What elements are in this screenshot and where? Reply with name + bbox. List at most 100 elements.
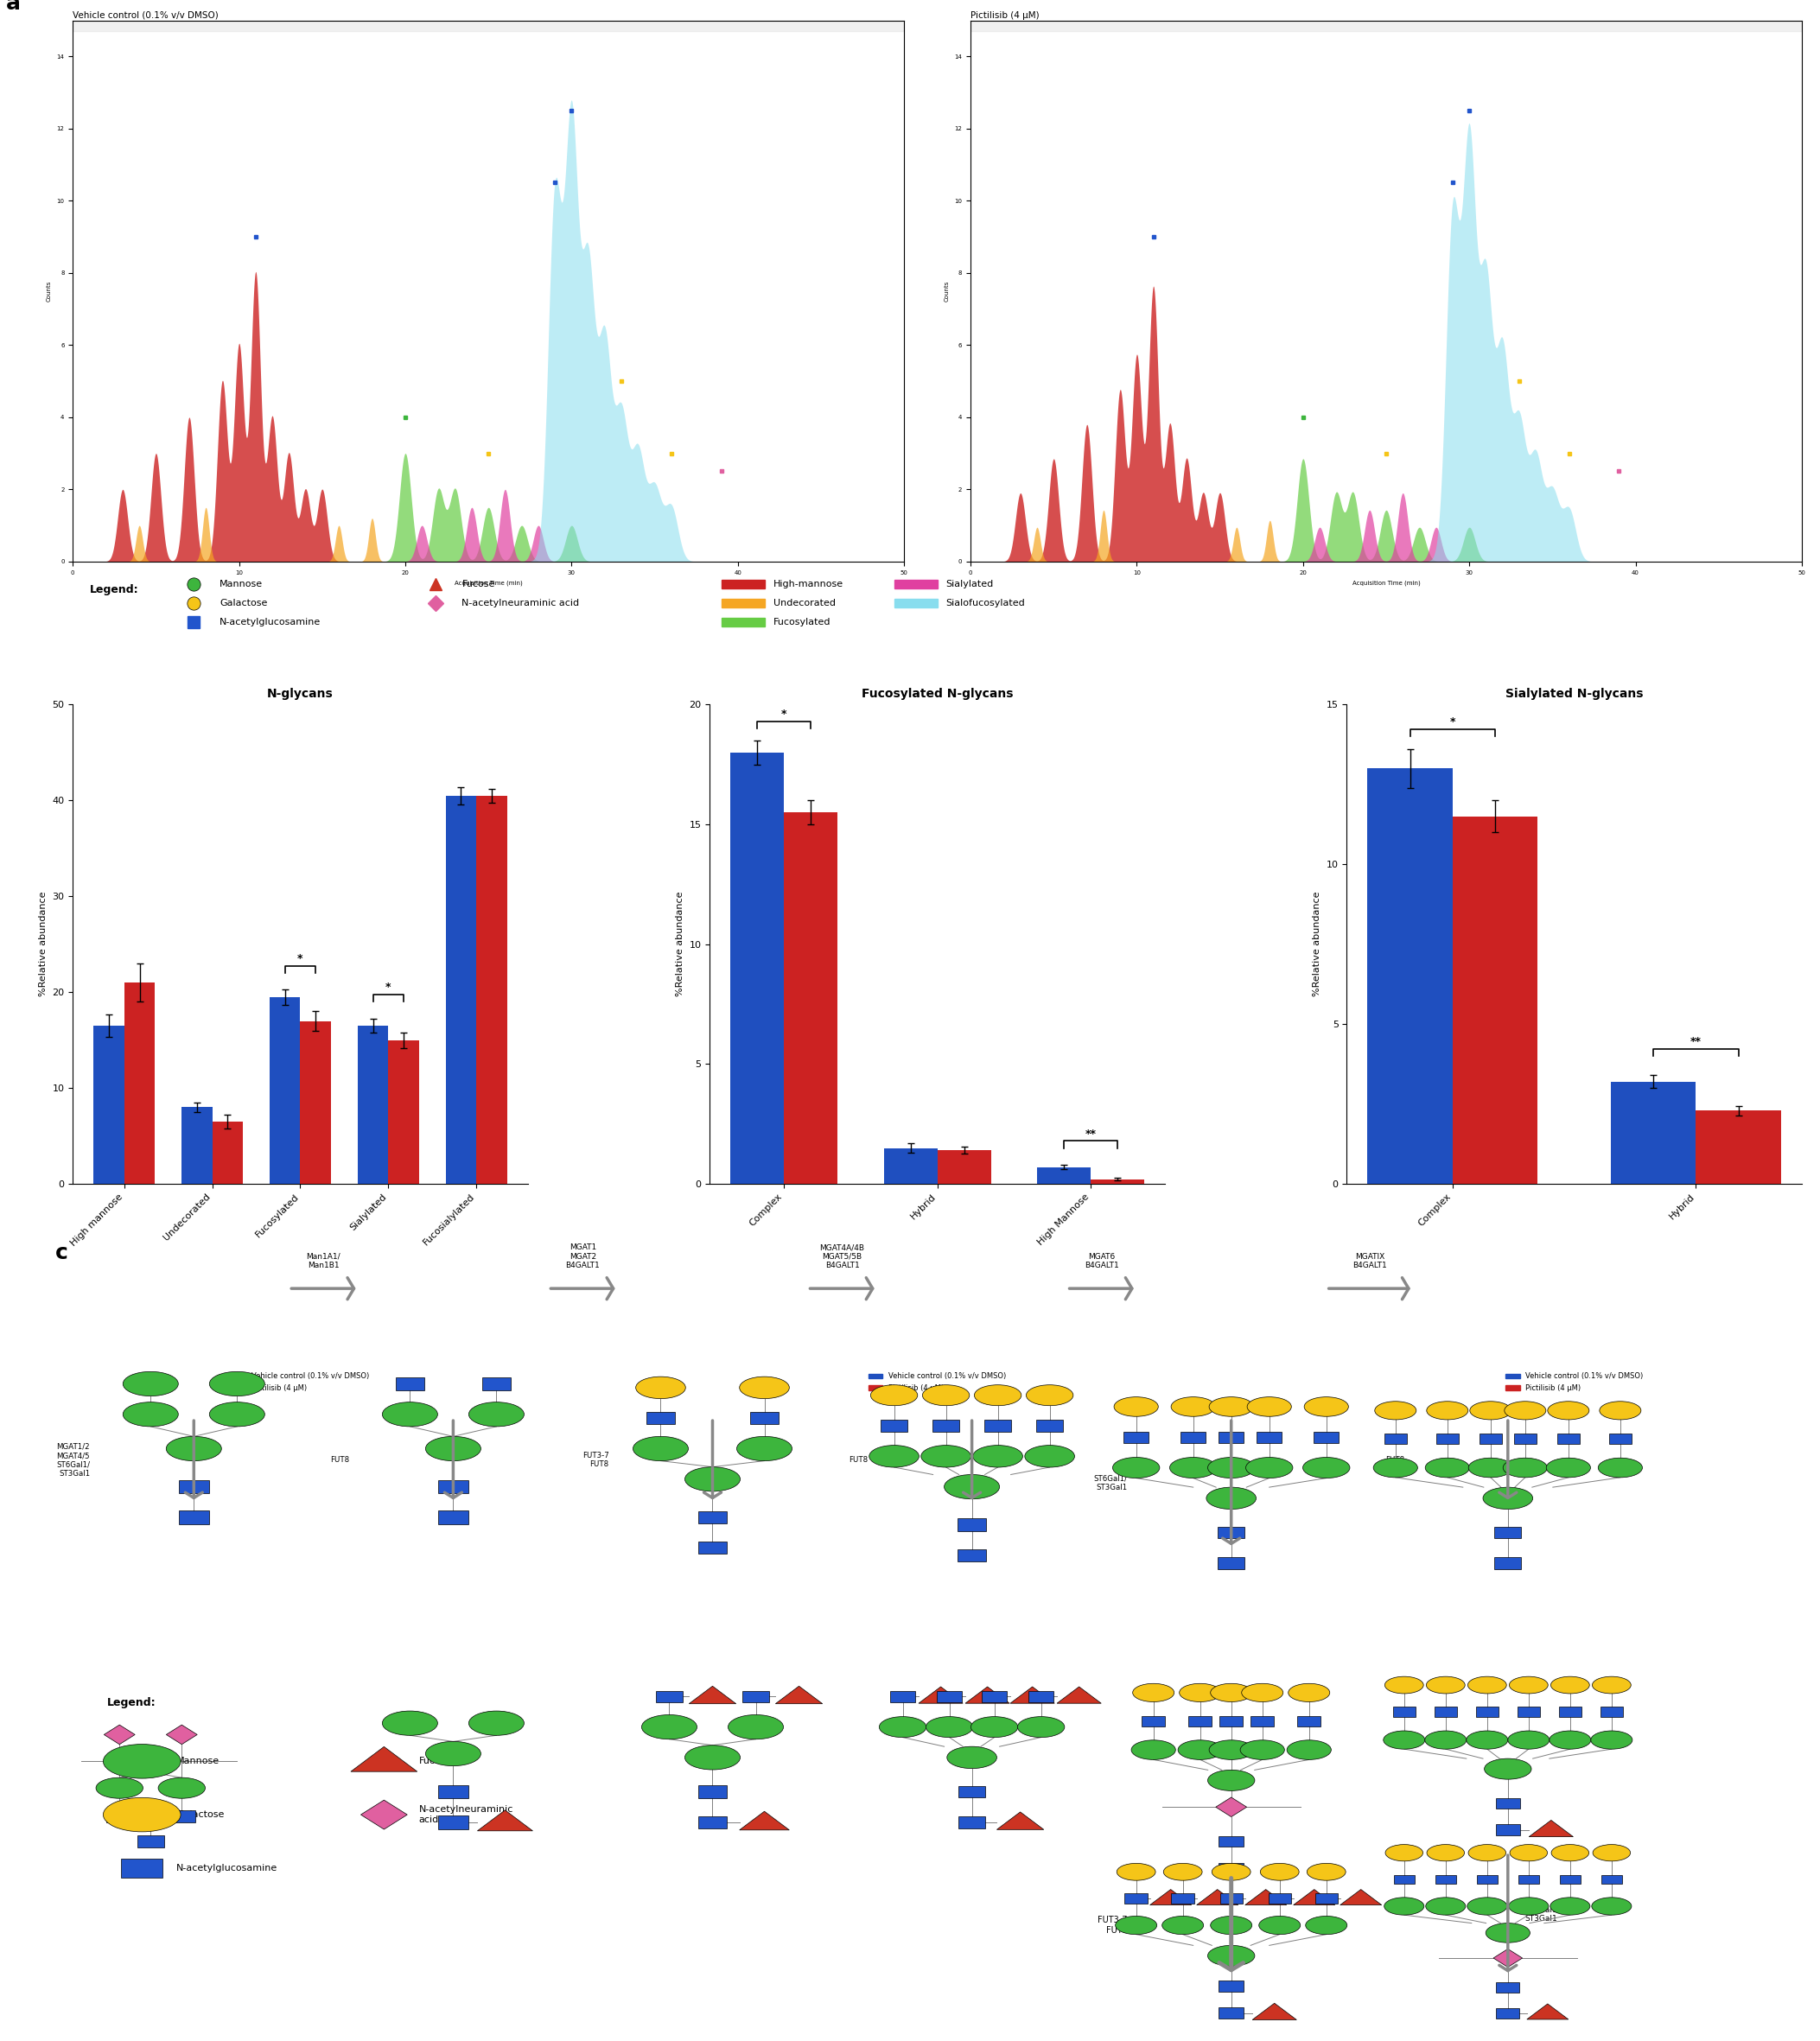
Text: FUT8: FUT8 (1385, 1455, 1405, 1463)
Circle shape (1425, 1731, 1467, 1749)
Bar (1696, 1110, 1782, 1184)
Circle shape (946, 1747, 997, 1768)
Circle shape (1427, 1402, 1469, 1421)
Circle shape (124, 1402, 178, 1427)
Circle shape (1025, 1445, 1074, 1467)
Bar (106, 1810, 133, 1823)
Bar (1298, 1716, 1321, 1727)
Circle shape (1303, 1457, 1350, 1478)
Circle shape (124, 1372, 178, 1396)
Bar (169, 1810, 195, 1823)
Bar (1367, 769, 1452, 1184)
Bar (182, 1106, 213, 1184)
Circle shape (1208, 1770, 1254, 1790)
Circle shape (1469, 1457, 1512, 1478)
Bar (178, 1510, 209, 1525)
Circle shape (1509, 1731, 1549, 1749)
Circle shape (1239, 1741, 1285, 1759)
Circle shape (209, 1402, 264, 1427)
Circle shape (126, 1751, 175, 1772)
Text: N-acetylneuraminic
acid: N-acetylneuraminic acid (419, 1806, 513, 1825)
Polygon shape (1216, 1798, 1247, 1816)
Bar (985, 1421, 1012, 1431)
Bar (395, 1378, 424, 1390)
Bar (1219, 1837, 1243, 1847)
Bar (388, 1041, 419, 1184)
Polygon shape (1494, 1949, 1522, 1968)
Circle shape (1179, 1684, 1221, 1702)
Bar (1518, 1706, 1540, 1716)
Legend: Vehicle control (0.1% v/v DMSO), Pictilisib (4 μM): Vehicle control (0.1% v/v DMSO), Pictili… (866, 1370, 1008, 1394)
Polygon shape (477, 1810, 533, 1831)
Circle shape (1467, 1731, 1507, 1749)
Circle shape (1170, 1457, 1218, 1478)
Circle shape (1425, 1898, 1465, 1914)
Bar (784, 812, 837, 1184)
Circle shape (470, 1402, 524, 1427)
Circle shape (1287, 1741, 1330, 1759)
Polygon shape (1252, 2002, 1296, 2021)
Circle shape (739, 1376, 790, 1398)
Circle shape (1210, 1684, 1252, 1702)
Text: Galactose: Galactose (177, 1810, 224, 1819)
Circle shape (1505, 1402, 1545, 1421)
Polygon shape (997, 1812, 1045, 1829)
Circle shape (974, 1445, 1023, 1467)
Text: MGAT4A/4B
MGAT5/5B
B4GALT1: MGAT4A/4B MGAT5/5B B4GALT1 (819, 1243, 864, 1270)
Circle shape (1551, 1676, 1589, 1694)
Circle shape (870, 1445, 919, 1467)
Bar (699, 1541, 726, 1553)
Bar (937, 1151, 990, 1184)
Polygon shape (1529, 1821, 1572, 1837)
Circle shape (970, 1716, 1017, 1737)
Polygon shape (1057, 1686, 1101, 1704)
Circle shape (1114, 1396, 1158, 1416)
Bar (1452, 816, 1538, 1184)
Bar (894, 580, 937, 588)
Bar (1494, 1557, 1522, 1570)
Bar (983, 1692, 1006, 1702)
Bar (1609, 1433, 1633, 1443)
Polygon shape (1245, 1890, 1287, 1904)
Circle shape (158, 1778, 206, 1798)
Bar (1560, 1706, 1582, 1716)
Bar (1172, 1894, 1194, 1904)
Text: N-acetylglucosamine: N-acetylglucosamine (220, 618, 320, 627)
Text: Sialylated: Sialylated (946, 580, 994, 588)
Circle shape (1241, 1684, 1283, 1702)
Circle shape (1245, 1457, 1292, 1478)
Text: MGAT1/2
MGAT4/5
ST6Gal1/
ST3Gal1: MGAT1/2 MGAT4/5 ST6Gal1/ ST3Gal1 (56, 1443, 91, 1478)
Circle shape (1509, 1676, 1549, 1694)
Bar (646, 1412, 675, 1425)
Bar (1090, 1180, 1145, 1184)
Polygon shape (1198, 1890, 1238, 1904)
Bar (439, 1480, 468, 1494)
Bar (93, 1027, 124, 1184)
Bar (699, 1510, 726, 1523)
Circle shape (1207, 1488, 1256, 1508)
Text: a: a (5, 0, 22, 14)
Text: *: * (1451, 716, 1456, 729)
Bar (1037, 1167, 1090, 1184)
Circle shape (104, 1798, 180, 1831)
Bar (1314, 1431, 1340, 1443)
Circle shape (1212, 1863, 1250, 1880)
Bar (1602, 1876, 1622, 1884)
Text: Man1A1/
Man1B1: Man1A1/ Man1B1 (306, 1253, 340, 1270)
Polygon shape (690, 1686, 735, 1704)
Text: Legend:: Legend: (107, 1696, 157, 1708)
Bar (1394, 1876, 1414, 1884)
Bar (1250, 1716, 1274, 1727)
Text: ST6Gal1/
ST3Gal1: ST6Gal1/ ST3Gal1 (1094, 1474, 1128, 1492)
Bar (881, 1421, 908, 1431)
Bar (1258, 1431, 1281, 1443)
Circle shape (870, 1386, 917, 1406)
Circle shape (1592, 1676, 1631, 1694)
Bar (1556, 1433, 1580, 1443)
Circle shape (1592, 1845, 1631, 1861)
Bar (959, 1786, 985, 1798)
Bar (1436, 1433, 1460, 1443)
Bar (1600, 1706, 1623, 1716)
Y-axis label: %Relative abundance: %Relative abundance (38, 892, 47, 996)
Circle shape (1170, 1396, 1216, 1416)
